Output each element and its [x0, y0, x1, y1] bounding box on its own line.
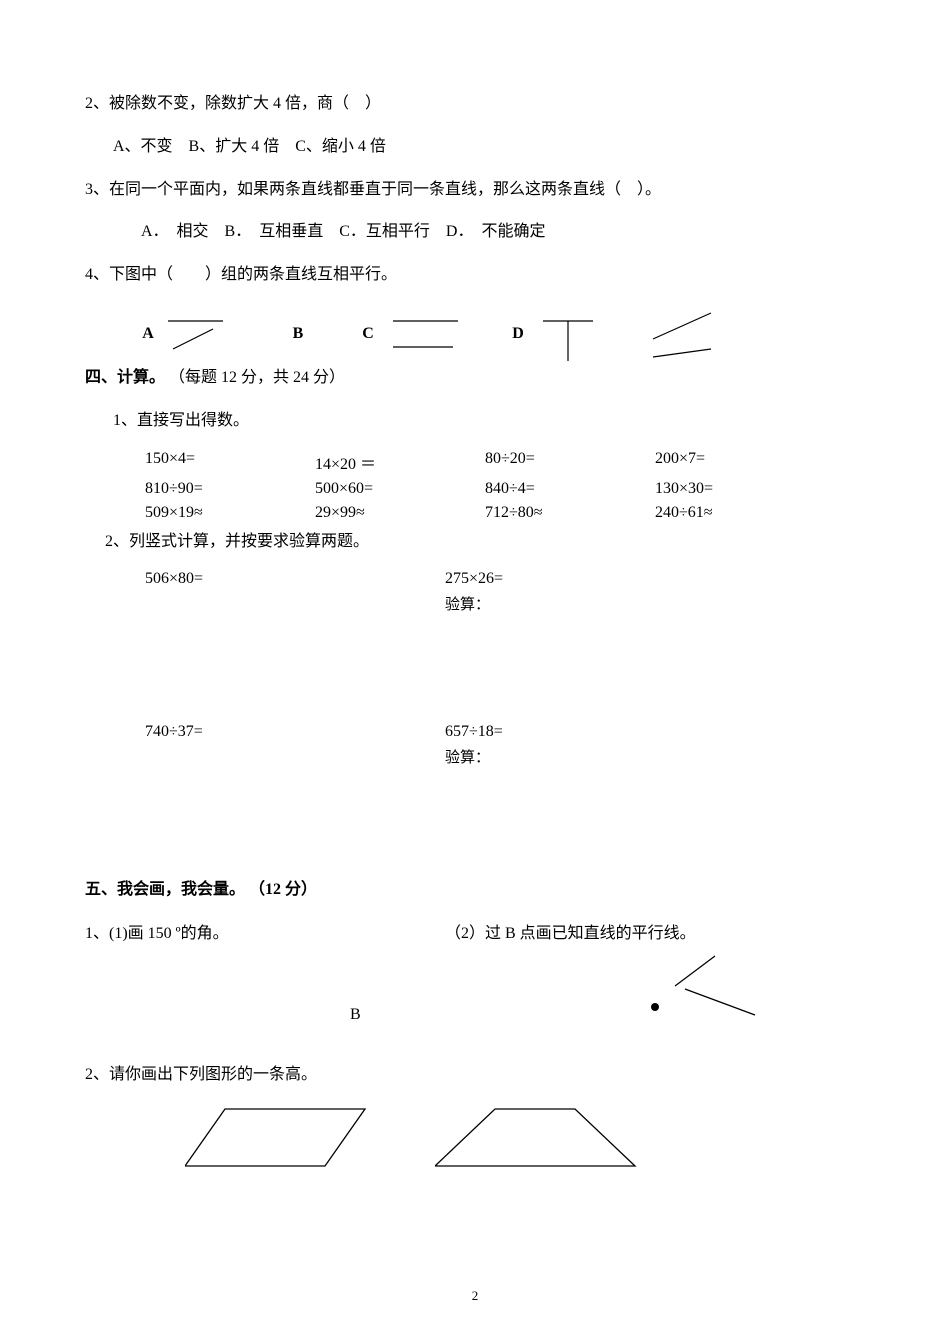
q4-figure-d	[533, 309, 633, 359]
q4-label-c: C	[353, 325, 383, 343]
vcalc-right: 275×26=	[445, 570, 503, 588]
parallelogram-shape	[185, 1104, 375, 1174]
calc-space-1	[85, 633, 865, 723]
q4-label-a: A	[133, 325, 163, 343]
vcalc-right: 657÷18=	[445, 723, 503, 741]
q3-text: 3、在同一个平面内，如果两条直线都垂直于同一条直线，那么这两条直线（ ）。	[85, 176, 865, 205]
page-number: 2	[472, 1288, 479, 1304]
section4-heading: 四、计算。 （每题 12 分，共 24 分）	[85, 364, 865, 393]
shapes-row	[85, 1104, 865, 1174]
q4-text: 4、下图中（ ）组的两条直线互相平行。	[85, 261, 865, 290]
point-b-label-left: B	[350, 1006, 361, 1024]
calc-row-2: 810÷90= 500×60= 840÷4= 130×30=	[85, 480, 865, 498]
q4-figure-b	[313, 309, 353, 359]
calc-cell: 240÷61≈	[655, 504, 825, 522]
section5-q1-right: （2）过 B 点画已知直线的平行线。	[445, 919, 865, 943]
verify-label-2: 验算：	[85, 745, 865, 772]
calc-row-1: 150×4= 14×20 ＝ 80÷20= 200×7=	[85, 450, 865, 474]
calc-cell: 712÷80≈	[485, 504, 655, 522]
section4-note: （每题 12 分，共 24 分）	[169, 369, 345, 386]
calc-cell: 509×19≈	[145, 504, 315, 522]
section5-q1-figures: B	[85, 951, 865, 1051]
vcalc-left: 740÷37=	[145, 723, 445, 741]
section5-q1-row: 1、(1)画 150 º的角。 （2）过 B 点画已知直线的平行线。	[85, 919, 865, 943]
q4-figure-e	[633, 309, 743, 359]
section4-sub2: 2、列竖式计算，并按要求验算两题。	[85, 528, 865, 557]
q2-options: A、不变 B、扩大 4 倍 C、缩小 4 倍	[85, 133, 865, 162]
calc-cell: 200×7=	[655, 450, 825, 474]
q2-text: 2、被除数不变，除数扩大 4 倍，商（ ）	[85, 90, 865, 119]
section4-sub1: 1、直接写出得数。	[85, 407, 865, 436]
calc-cell: 80÷20=	[485, 450, 655, 474]
calc-cell: 29×99≈	[315, 504, 485, 522]
calc-space-2	[85, 786, 865, 876]
section5-title: 五、我会画，我会量。	[85, 881, 245, 898]
calc-row-3: 509×19≈ 29×99≈ 712÷80≈ 240÷61≈	[85, 504, 865, 522]
parallel-line-figure	[605, 951, 765, 1031]
calc-cell: 840÷4=	[485, 480, 655, 498]
calc-cell: 14×20 ＝	[315, 450, 485, 474]
section5-q2: 2、请你画出下列图形的一条高。	[85, 1061, 865, 1090]
section5-note: （12 分）	[249, 881, 317, 898]
section4-title: 四、计算。	[85, 369, 165, 386]
vertical-calc-pair-2: 740÷37= 657÷18=	[85, 723, 865, 741]
section5-q1-left: 1、(1)画 150 º的角。	[85, 919, 445, 943]
q4-figures-row: A B C D	[85, 304, 865, 364]
vertical-calc-pair-1: 506×80= 275×26=	[85, 570, 865, 588]
section5-heading: 五、我会画，我会量。 （12 分）	[85, 876, 865, 905]
calc-cell: 500×60=	[315, 480, 485, 498]
q4-figure-c	[383, 309, 503, 359]
vcalc-left: 506×80=	[145, 570, 445, 588]
calc-cell: 150×4=	[145, 450, 315, 474]
verify-label-1: 验算：	[85, 592, 865, 619]
q3-options: A． 相交 B． 互相垂直 C．互相平行 D． 不能确定	[85, 218, 865, 247]
trapezoid-shape	[435, 1104, 645, 1174]
calc-cell: 810÷90=	[145, 480, 315, 498]
calc-cell: 130×30=	[655, 480, 825, 498]
q4-figure-a	[163, 309, 283, 359]
q4-label-d: D	[503, 325, 533, 343]
q4-label-b: B	[283, 325, 313, 343]
